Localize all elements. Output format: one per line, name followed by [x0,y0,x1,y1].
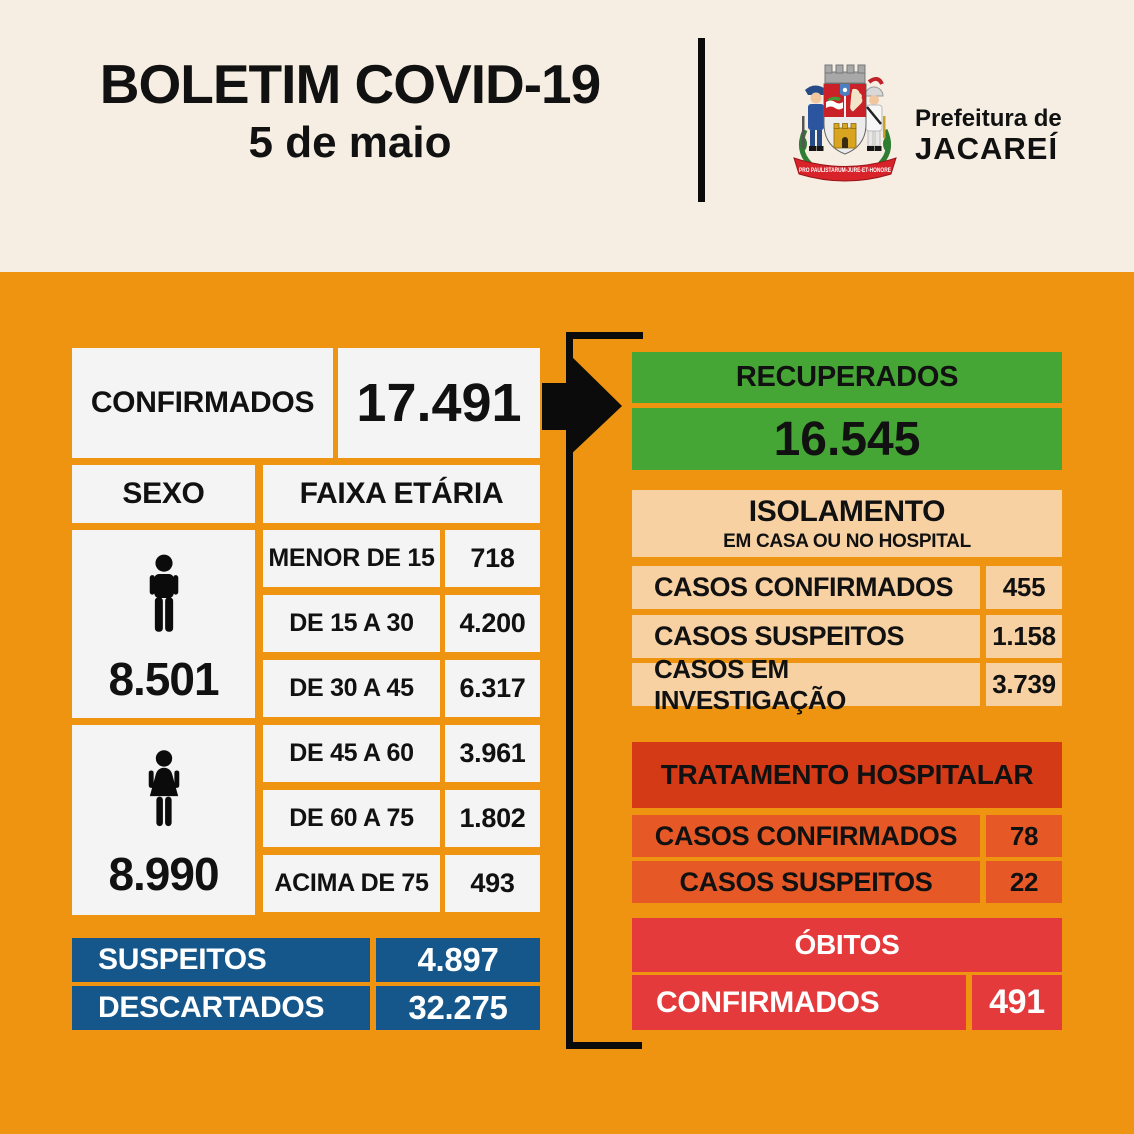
isolation-subtitle: EM CASA OU NO HOSPITAL [723,530,971,552]
isolation-row-value: 455 [986,566,1062,609]
org-name: JACAREÍ [915,131,1059,167]
iso-suspects-label: CASOS SUSPEITOS [654,621,905,651]
age-band-label: DE 45 A 60 [263,725,440,782]
isolation-row-value: 1.158 [986,615,1062,658]
isolation-row-label: CASOS CONFIRMADOS [632,566,980,609]
recovered-value-box: 16.545 [632,408,1062,470]
bracket-top-arm [566,332,643,339]
deaths-confirmed-label: CONFIRMADOS [656,985,880,1019]
confirmed-label: CONFIRMADOS [90,386,315,419]
isolation-row-label: CASOS EM INVESTIGAÇÃO [632,654,980,715]
male-total: 8.501 [108,653,219,705]
female-total: 8.990 [108,848,219,900]
jacarei-coat-of-arms-icon: PRO PAULISTARUM-JURE-ET-HONORE [793,64,897,182]
left-supporter [802,85,827,151]
bracket-bottom-arm [566,1042,642,1049]
age-value-0: 718 [470,543,515,573]
hospital-row-label: CASOS SUSPEITOS [632,861,980,903]
age-band-label: MENOR DE 15 [263,530,440,587]
age-label-1: DE 15 A 30 [289,609,414,637]
age-band-label: DE 30 A 45 [263,660,440,717]
confirmed-value-box: 17.491 [338,348,540,458]
male-person-icon [149,554,178,632]
hosp-confirmed-label: CASOS CONFIRMADOS [654,820,958,851]
age-label-4: DE 60 A 75 [289,804,414,832]
hosp-suspects-value: 22 [1009,866,1039,897]
hospital-row-label: CASOS CONFIRMADOS [632,815,980,857]
header-band: BOLETIM COVID-19 5 de maio [0,0,1134,272]
suspects-label: SUSPEITOS [98,943,267,976]
age-label-0: MENOR DE 15 [268,544,435,572]
age-header-box: FAIXA ETÁRIA [263,465,540,523]
female-person-icon [148,750,179,827]
discarded-value: 32.275 [408,989,508,1026]
recovered-header-box: RECUPERADOS [632,352,1062,403]
iso-confirmed-value: 455 [1002,572,1046,602]
recovered-label: RECUPERADOS [735,361,959,393]
hosp-confirmed-value: 78 [1009,820,1039,851]
age-band-value: 4.200 [445,595,540,652]
age-value-2: 6.317 [459,673,526,703]
header-divider [698,38,705,202]
isolation-row-value: 3.739 [986,663,1062,706]
bracket-vertical-line [566,332,573,1049]
deaths-title: ÓBITOS [794,929,900,960]
discarded-value-box: 32.275 [376,986,540,1030]
hospital-header-box: TRATAMENTO HOSPITALAR [632,742,1062,808]
hospital-row-value: 78 [986,815,1062,857]
age-value-1: 4.200 [459,608,526,638]
deaths-header-box: ÓBITOS [632,918,1062,972]
suspects-value: 4.897 [417,941,499,978]
isolation-row-label: CASOS SUSPEITOS [632,615,980,658]
right-arrow-icon [542,352,622,458]
age-band-label: ACIMA DE 75 [263,855,440,912]
isolation-title: ISOLAMENTO [748,494,946,528]
confirmed-value: 17.491 [356,373,522,433]
iso-confirmed-label: CASOS CONFIRMADOS [654,572,954,602]
age-value-4: 1.802 [459,803,526,833]
female-total-box: 8.990 [72,725,255,915]
org-name-block: Prefeitura de JACAREÍ [915,105,1062,167]
age-band-label: DE 15 A 30 [263,595,440,652]
iso-investigation-label: CASOS EM INVESTIGAÇÃO [654,653,846,715]
age-label-5: ACIMA DE 75 [274,869,429,897]
org-prefix: Prefeitura de [915,105,1062,132]
deaths-confirmed-value: 491 [989,983,1045,1021]
right-supporter [864,77,886,151]
age-header: FAIXA ETÁRIA [299,477,504,510]
deaths-row-value: 491 [972,975,1062,1030]
title-block: BOLETIM COVID-19 5 de maio [60,53,640,168]
discarded-label: DESCARTADOS [98,991,325,1024]
sex-header: SEXO [122,477,205,510]
bulletin-title: BOLETIM COVID-19 [99,53,601,115]
isolation-header-box: ISOLAMENTO EM CASA OU NO HOSPITAL [632,490,1062,557]
crest-motto: PRO PAULISTARUM-JURE-ET-HONORE [799,168,891,174]
male-total-box: 8.501 [72,530,255,718]
age-band-value: 718 [445,530,540,587]
bulletin-date: 5 de maio [248,117,452,167]
recovered-value: 16.545 [773,412,921,466]
deaths-row-label: CONFIRMADOS [632,975,966,1030]
age-band-value: 3.961 [445,725,540,782]
age-band-value: 6.317 [445,660,540,717]
iso-suspects-value: 1.158 [992,621,1056,651]
sex-header-box: SEXO [72,465,255,523]
age-band-value: 493 [445,855,540,912]
age-label-2: DE 30 A 45 [289,674,414,702]
confirmed-label-box: CONFIRMADOS [72,348,333,458]
discarded-label-box: DESCARTADOS [72,986,370,1030]
age-band-value: 1.802 [445,790,540,847]
age-value-5: 493 [470,868,515,898]
hospital-row-value: 22 [986,861,1062,903]
iso-investigation-value: 3.739 [992,669,1056,699]
suspects-label-box: SUSPEITOS [72,938,370,982]
hosp-suspects-label: CASOS SUSPEITOS [679,866,933,897]
age-value-3: 3.961 [459,738,526,768]
age-label-3: DE 45 A 60 [289,739,414,767]
suspects-value-box: 4.897 [376,938,540,982]
age-band-label: DE 60 A 75 [263,790,440,847]
hospital-title: TRATAMENTO HOSPITALAR [660,759,1034,790]
